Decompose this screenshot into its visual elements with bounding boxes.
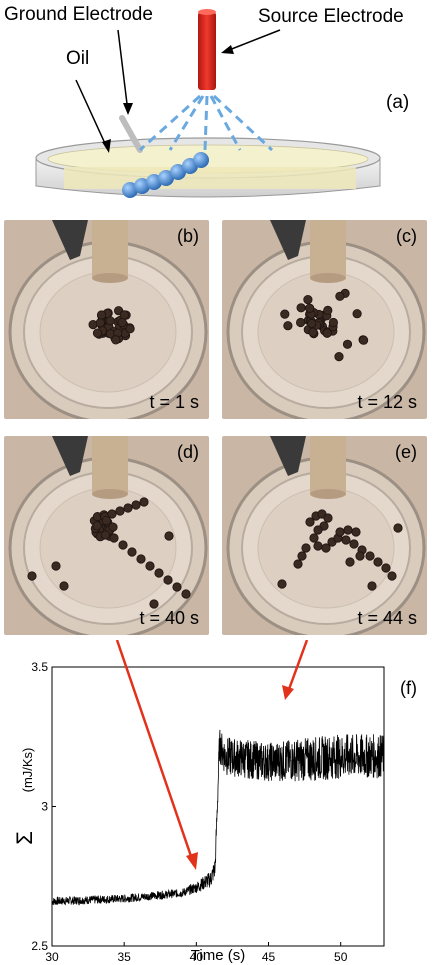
oil-label: Oil [66, 48, 90, 69]
x-tick-label: 35 [117, 950, 131, 964]
y-axis-unit: (mJ/Ks) [20, 748, 35, 793]
x-tick-label: 45 [262, 950, 276, 964]
ion-spray [138, 94, 274, 152]
photo-image [222, 436, 427, 635]
ground-electrode-label: Ground Electrode [4, 4, 153, 25]
plot-frame [51, 666, 385, 947]
y-tick-label: 3 [41, 800, 48, 814]
photo-panel-c: (c) t = 12 s [222, 220, 427, 419]
time-label: t = 40 s [139, 608, 199, 628]
panel-label: (d) [177, 442, 199, 462]
panel-label: (e) [395, 442, 417, 462]
ground-electrode [119, 115, 143, 153]
bead-chain [122, 152, 209, 198]
photo-panel-e: (e) t = 44 s [222, 436, 427, 635]
x-axis-label: Time (s) [191, 947, 245, 964]
panel-f-label: (f) [400, 678, 417, 698]
photo-image [4, 220, 209, 419]
setup-diagram [35, 9, 381, 198]
y-tick-label: 2.5 [31, 939, 48, 953]
panel-label: (b) [177, 226, 199, 246]
source-electrode [198, 12, 216, 90]
entropy-chart: 30 35 40 45 50 2.5 3 3.5 Time (s) Σ (mJ/Ks) (f) [12, 640, 417, 964]
red-arrows [115, 640, 309, 870]
photo-panel-b: (b) t = 1 s [4, 220, 209, 419]
y-axis-symbol: Σ [12, 831, 37, 845]
x-tick-label: 50 [334, 950, 348, 964]
x-tick-label: 30 [45, 950, 59, 964]
y-tick-label: 3.5 [31, 660, 48, 674]
photo-panel-d: (d) t = 40 s [4, 436, 209, 635]
panel-a-label: (a) [386, 92, 410, 113]
source-electrode-label: Source Electrode [258, 6, 404, 27]
x-tick-label: 40 [190, 950, 204, 964]
time-label: t = 1 s [149, 392, 199, 412]
photo-image [222, 220, 427, 419]
photo-image [4, 436, 209, 635]
time-label: t = 12 s [357, 392, 417, 412]
oil-layer [64, 167, 356, 189]
time-label: t = 44 s [357, 608, 417, 628]
series-line [51, 729, 385, 906]
panel-label: (c) [396, 226, 417, 246]
